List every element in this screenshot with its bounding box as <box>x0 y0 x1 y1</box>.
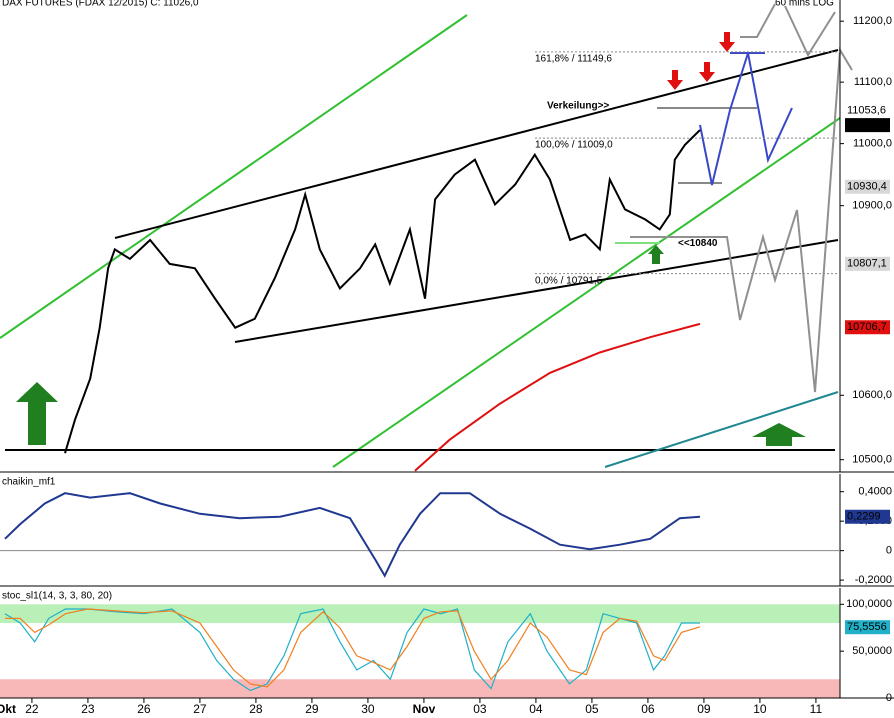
drawings <box>0 3 853 468</box>
series-line <box>4 608 700 692</box>
x-tick-label: 22 <box>25 702 39 716</box>
projection <box>784 5 836 58</box>
y-tick-label: 0 <box>886 545 892 557</box>
x-tick-label: 27 <box>193 702 207 716</box>
band <box>0 679 840 698</box>
x-month-label: Okt <box>0 702 16 716</box>
y-tick-label: 10900,0 <box>852 200 892 212</box>
projection <box>740 3 776 38</box>
price-label-box <box>845 118 890 133</box>
y-tick-label: 50,0000 <box>852 645 892 657</box>
annotation: Verkeilung>> <box>547 101 609 112</box>
trend-line <box>114 49 839 239</box>
y-tick-label: 0 <box>886 692 892 704</box>
down-arrow <box>719 32 735 52</box>
x-tick-label: 26 <box>137 702 151 716</box>
level-label: 0,0% / 10791,5 <box>535 275 603 286</box>
down-arrow <box>699 62 715 82</box>
trend-line <box>0 14 468 339</box>
x-tick-label: 30 <box>361 702 375 716</box>
y-tick-label: 10500,0 <box>852 454 892 466</box>
up-arrow <box>752 423 806 446</box>
series-line <box>4 492 701 578</box>
price-label-box <box>845 179 890 194</box>
series-line <box>414 322 701 472</box>
x-tick-label: 04 <box>529 702 543 716</box>
y-tick-label: 0,4000 <box>858 486 892 498</box>
price-label-box <box>845 256 890 271</box>
level-label: 161,8% / 11149,6 <box>535 53 612 64</box>
panel-title: stoc_sl1(14, 3, 3, 80, 20) <box>2 591 112 602</box>
trend-line <box>234 239 839 343</box>
price-label: 10706,7 <box>847 321 887 333</box>
price-label-box <box>845 320 890 335</box>
series-line <box>5 608 701 688</box>
series-line <box>64 129 701 454</box>
y-tick-label: 11200,0 <box>853 15 892 27</box>
x-tick-label: 29 <box>305 702 319 716</box>
y-tick-label: 100,0000 <box>846 598 892 610</box>
panel-subtitle: 60 mins LOG <box>775 0 834 9</box>
x-tick-label: 28 <box>249 702 263 716</box>
up-arrow <box>16 382 58 445</box>
trend-line <box>332 117 841 468</box>
down-arrow <box>667 70 683 90</box>
x-tick-label: 03 <box>473 702 487 716</box>
annotation: <<10840 <box>678 238 718 249</box>
price-label-box <box>845 509 890 524</box>
x-tick-label: Nov <box>413 702 436 716</box>
x-tick-label: 10 <box>753 702 767 716</box>
projection <box>699 52 793 186</box>
price-label: 0,2299 <box>847 511 881 523</box>
x-tick-label: 23 <box>81 702 95 716</box>
panel-title: DAX FUTURES (FDAX 12/2015) C: 11026,0 <box>2 0 199 9</box>
y-tick-label: 11100,0 <box>854 76 892 88</box>
price-label-box <box>845 620 890 635</box>
level-label: 100,0% / 11009,0 <box>535 140 613 151</box>
x-tick-label: 11 <box>810 702 823 716</box>
y-tick-label: 10600,0 <box>852 389 892 401</box>
price-label: 10930,4 <box>847 181 887 193</box>
x-tick-label: 09 <box>697 702 711 716</box>
trend-line <box>604 391 839 468</box>
price-label: 10807,1 <box>847 258 887 270</box>
x-tick-label: 06 <box>641 702 655 716</box>
price-label: 75,5556 <box>847 621 887 633</box>
y-tick-label: 11000,0 <box>853 138 892 150</box>
up-arrow <box>648 245 664 264</box>
x-tick-label: 05 <box>585 702 599 716</box>
price-label: 11030,0 <box>847 119 886 131</box>
projection <box>630 46 853 393</box>
price-label: 11053,6 <box>847 105 886 117</box>
price-label-box <box>845 103 890 118</box>
y-tick-label: -0,2000 <box>855 574 892 586</box>
panel-title: chaikin_mf1 <box>2 477 56 488</box>
